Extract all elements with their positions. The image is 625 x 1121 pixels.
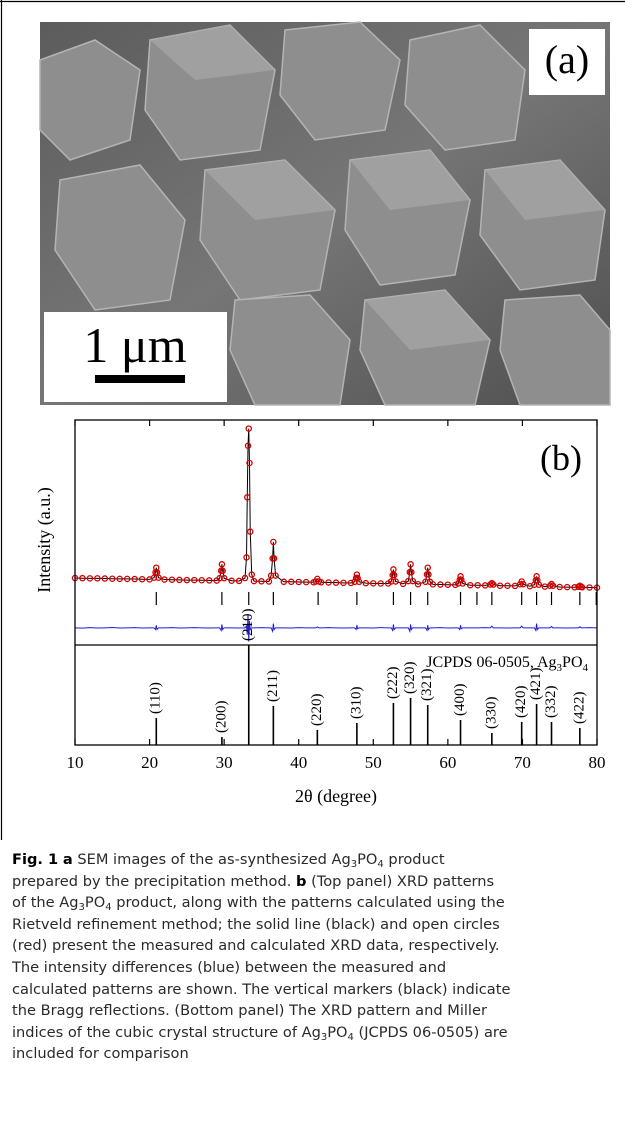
x-tick-label: 40	[290, 753, 307, 772]
panel-label: (b)	[540, 438, 582, 478]
caption-text: (Top panel) XRD patterns	[306, 873, 494, 890]
caption-text: calculated patterns are shown. The verti…	[12, 981, 510, 998]
hkl-label: (330)	[483, 697, 499, 730]
caption-text: (JCPDS 06-0505) are	[354, 1024, 508, 1041]
xrd-chart: (b) Intensity (a.u.) 2θ (degree) JCPDS 0…	[34, 420, 606, 807]
hkl-label: (222)	[385, 667, 401, 700]
page: Fig. 1 { "panel_a": {"label": "(a)", "sc…	[0, 0, 625, 1121]
x-tick-label: 10	[67, 753, 84, 772]
caption-line: indices of the cubic crystal structure o…	[12, 1022, 618, 1044]
caption-line: (red) present the measured and calculate…	[12, 935, 618, 957]
label-text: PO	[562, 654, 582, 671]
caption-line: calculated patterns are shown. The verti…	[12, 979, 618, 1001]
hkl-label: (422)	[571, 692, 587, 725]
caption-text: (red) present the measured and calculate…	[12, 937, 500, 954]
caption-line: included for comparison	[12, 1043, 618, 1065]
caption-text: product	[384, 851, 445, 868]
hkl-label: (321)	[419, 669, 435, 702]
caption-text: b	[296, 873, 306, 890]
caption-text: a	[63, 851, 73, 868]
x-tick-label: 80	[589, 753, 606, 772]
caption-line: prepared by the precipitation method. b …	[12, 871, 618, 893]
hkl-label: (420)	[513, 686, 529, 719]
caption-line: Fig. 1 a SEM images of the as-synthesize…	[12, 849, 618, 871]
x-tick-label: 30	[216, 753, 233, 772]
hkl-label: (421)	[528, 668, 544, 701]
figure: (a) 1 μm (b) Intensity (a.u.) 2θ (degree…	[0, 0, 625, 840]
y-axis-label: Intensity (a.u.)	[34, 487, 55, 592]
caption-text: product, along with the patterns calcula…	[112, 894, 505, 911]
reference-label: JCPDS 06-0505, Ag3PO4	[426, 654, 588, 674]
scale-bar-label: 1 μm	[83, 317, 186, 373]
x-tick-label: 60	[439, 753, 456, 772]
caption-text: PO	[85, 894, 105, 911]
caption-text: Rietveld refinement method; the solid li…	[12, 916, 500, 933]
hkl-label: (110)	[148, 682, 164, 714]
caption-text: included for comparison	[12, 1045, 189, 1062]
caption-text: the Bragg reflections. (Bottom panel) Th…	[12, 1002, 487, 1019]
x-tick-label: 50	[365, 753, 382, 772]
hkl-label: (332)	[543, 686, 559, 719]
caption-text: of the Ag	[12, 894, 79, 911]
caption-line: of the Ag3PO4 product, along with the pa…	[12, 892, 618, 914]
figure-caption: Fig. 1 a SEM images of the as-synthesize…	[12, 849, 618, 1065]
hkl-label: (210)	[240, 609, 256, 642]
hkl-label: (220)	[309, 694, 325, 727]
caption-text: Fig. 1	[12, 851, 58, 868]
caption-text: PO	[357, 851, 377, 868]
x-axis-label: 2θ (degree)	[295, 786, 377, 807]
caption-line: the Bragg reflections. (Bottom panel) Th…	[12, 1000, 618, 1022]
data-line	[75, 614, 597, 641]
caption-text: The intensity differences (blue) between…	[12, 959, 446, 976]
caption-text: PO	[327, 1024, 347, 1041]
caption-text: indices of the cubic crystal structure o…	[12, 1024, 321, 1041]
hkl-label: (310)	[348, 687, 364, 720]
x-tick-label: 20	[141, 753, 158, 772]
x-tick-label: 70	[514, 753, 531, 772]
caption-text: prepared by the precipitation method.	[12, 873, 296, 890]
hkl-label: (200)	[213, 701, 229, 734]
data-line	[75, 429, 597, 588]
sem-image: (a) 1 μm	[40, 22, 610, 405]
caption-line: The intensity differences (blue) between…	[12, 957, 618, 979]
hkl-label: (320)	[402, 662, 418, 695]
panel-label: (a)	[545, 37, 589, 82]
hkl-label: (400)	[452, 684, 468, 717]
hkl-label: (211)	[265, 670, 281, 702]
caption-line: Rietveld refinement method; the solid li…	[12, 914, 618, 936]
caption-text: SEM images of the as-synthesized Ag	[73, 851, 351, 868]
label-subscript: 4	[583, 662, 589, 674]
page-body: (a) 1 μm (b) Intensity (a.u.) 2θ (degree…	[0, 0, 625, 1121]
